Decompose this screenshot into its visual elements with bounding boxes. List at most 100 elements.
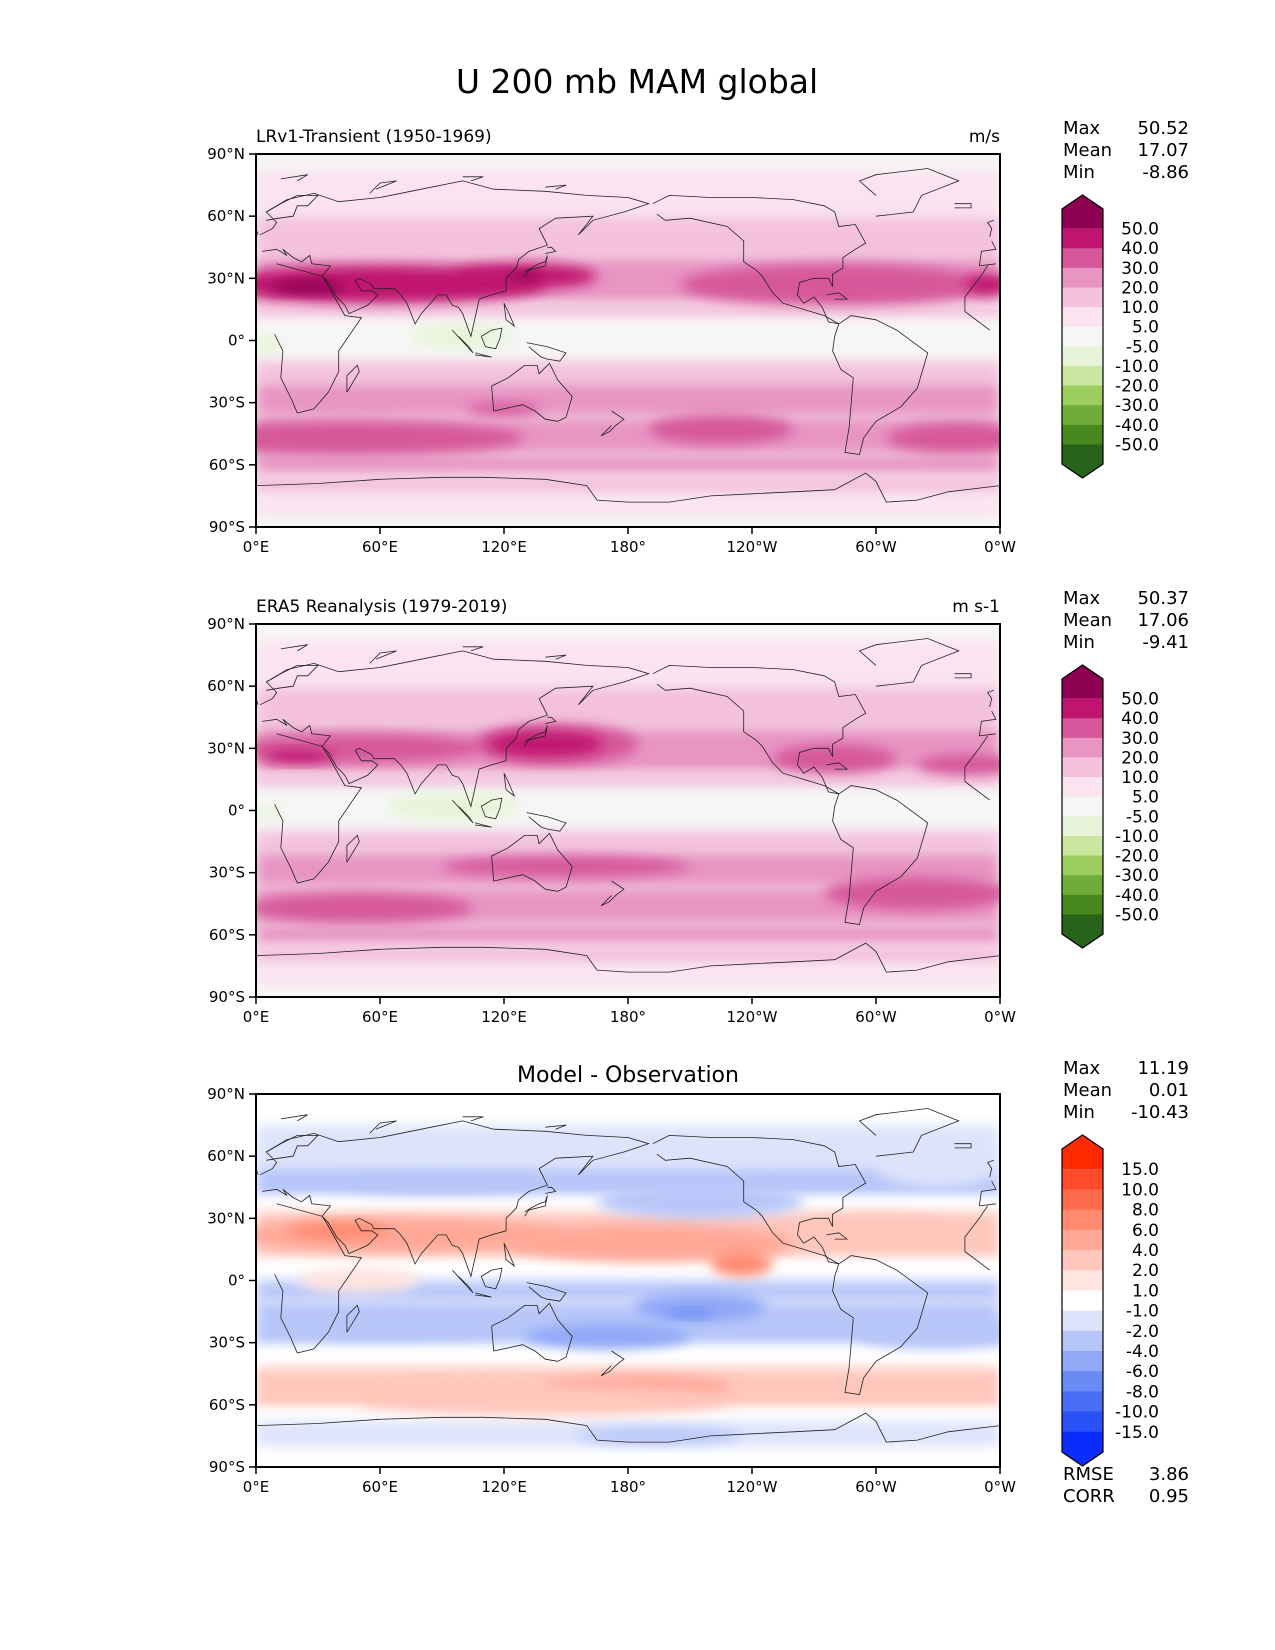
stat-value-max: 50.52 [1137, 118, 1189, 139]
coastline [526, 812, 567, 832]
stat-label-min: Min [1063, 162, 1095, 183]
colorbar-segment [1062, 737, 1103, 758]
field-band [256, 454, 1000, 476]
y-tick-label: 60°N [207, 677, 245, 695]
map-panel-model: LRv1-Transient (1950-1969) m/s 90°N 60°N 30°… [207, 118, 1189, 556]
colorbar-tick-label: 15.0 [1121, 1160, 1159, 1180]
colorbar-tick-label: 40.0 [1121, 239, 1159, 259]
field-feature [287, 1222, 391, 1240]
field-band [256, 361, 1000, 382]
colorbar-segment [1062, 307, 1103, 328]
coastline [369, 650, 397, 664]
field-band [256, 1125, 1000, 1167]
coastline [826, 762, 849, 770]
colorbar-tick-label: -20.0 [1115, 377, 1159, 397]
coastline [964, 735, 990, 801]
figure-title: U 200 mb MAM global [456, 62, 818, 101]
colorbar-segment [1062, 326, 1103, 347]
x-tick-label: 0°E [243, 1478, 270, 1496]
coastline [964, 1205, 990, 1271]
field-feature [297, 1268, 422, 1293]
field-feature [386, 791, 519, 821]
coastline [491, 1302, 573, 1362]
colorbar-tick-label: -50.0 [1115, 905, 1159, 925]
colorbar-extend-top [1062, 1135, 1103, 1170]
field-feature [256, 893, 473, 923]
field-feature [648, 415, 794, 445]
stat-label-rmse: RMSE [1063, 1464, 1114, 1485]
x-tick-label: 180° [610, 1478, 646, 1496]
field-feature [256, 421, 525, 455]
y-tick-label: 90°S [209, 518, 245, 536]
colorbar-segment [1062, 1169, 1103, 1190]
y-tick-label: 90°N [207, 145, 245, 163]
coastline [545, 1124, 567, 1130]
coastline [266, 1135, 319, 1161]
colorbar-segment [1062, 1189, 1103, 1211]
colorbar-tick-label: -10.0 [1115, 827, 1159, 847]
coastline [346, 834, 360, 863]
colorbar-tick-label: -40.0 [1115, 416, 1159, 436]
field-feature [260, 750, 335, 763]
field-band [256, 965, 1000, 987]
colorbar: 50.040.030.020.010.05.0-5.0-10.0-20.0-30… [1061, 664, 1159, 949]
coastline [954, 203, 972, 209]
colorbar-segment [1062, 777, 1103, 798]
field-feature [359, 1386, 732, 1416]
coastline [256, 472, 1000, 503]
coastline [526, 342, 567, 362]
field-feature [524, 1324, 690, 1349]
map-field [256, 624, 1000, 997]
y-tick-label: 60°N [207, 207, 245, 225]
stat-value-max: 11.19 [1137, 1058, 1189, 1079]
field-feature [266, 1313, 494, 1339]
field-band [256, 1280, 1000, 1302]
field-band [256, 831, 1000, 852]
coastline [954, 673, 972, 679]
coastline [274, 263, 363, 414]
y-tick-label: 60°N [207, 1147, 245, 1165]
x-tick-label: 180° [610, 538, 646, 556]
colorbar-extend-bottom [1062, 914, 1103, 948]
coastline [858, 1108, 960, 1157]
field-feature [504, 1224, 794, 1262]
colorbar-segment [1062, 287, 1103, 308]
colorbar-segment [1062, 855, 1103, 876]
field-band [256, 640, 1000, 687]
field-band [256, 381, 1000, 418]
colorbar: 50.040.030.020.010.05.0-5.0-10.0-20.0-30… [1061, 194, 1159, 479]
x-tick-label: 60°E [362, 1478, 398, 1496]
field-band [256, 924, 1000, 946]
colorbar-tick-label: 1.0 [1132, 1281, 1159, 1301]
colorbar-tick-label: 30.0 [1121, 729, 1159, 749]
colorbar-segment [1062, 365, 1103, 387]
x-tick-label: 120°W [727, 1478, 778, 1496]
colorbar-segment [1062, 1330, 1103, 1352]
x-tick-label: 0°W [984, 1478, 1016, 1496]
colorbar-tick-label: 40.0 [1121, 709, 1159, 729]
colorbar-tick-label: -8.0 [1126, 1382, 1159, 1402]
colorbar-tick-label: -15.0 [1115, 1423, 1159, 1443]
coastline [280, 644, 308, 652]
coastline [986, 219, 994, 237]
field-band [256, 170, 1000, 217]
coastline [979, 733, 996, 737]
field-feature [442, 856, 690, 877]
y-tick-label: 0° [228, 802, 245, 820]
colorbar-tick-label: -10.0 [1115, 357, 1159, 377]
y-tick-label: 0° [228, 1272, 245, 1290]
colorbar-tick-label: -10.0 [1115, 1403, 1159, 1423]
x-tick-label: 120°E [481, 538, 527, 556]
x-tick-label: 0°W [984, 1008, 1016, 1026]
colorbar-segment [1062, 1270, 1103, 1291]
coastline [256, 942, 1000, 973]
colorbar-tick-label: -20.0 [1115, 847, 1159, 867]
coastline [652, 194, 867, 325]
colorbar-tick-label: 10.0 [1121, 298, 1159, 318]
field-band [256, 773, 1000, 790]
x-tick-label: 120°E [481, 1478, 527, 1496]
coastline [954, 1143, 972, 1149]
colorbar-segment [1062, 796, 1103, 817]
coastline [652, 1134, 867, 1265]
map-field [256, 1094, 1000, 1467]
